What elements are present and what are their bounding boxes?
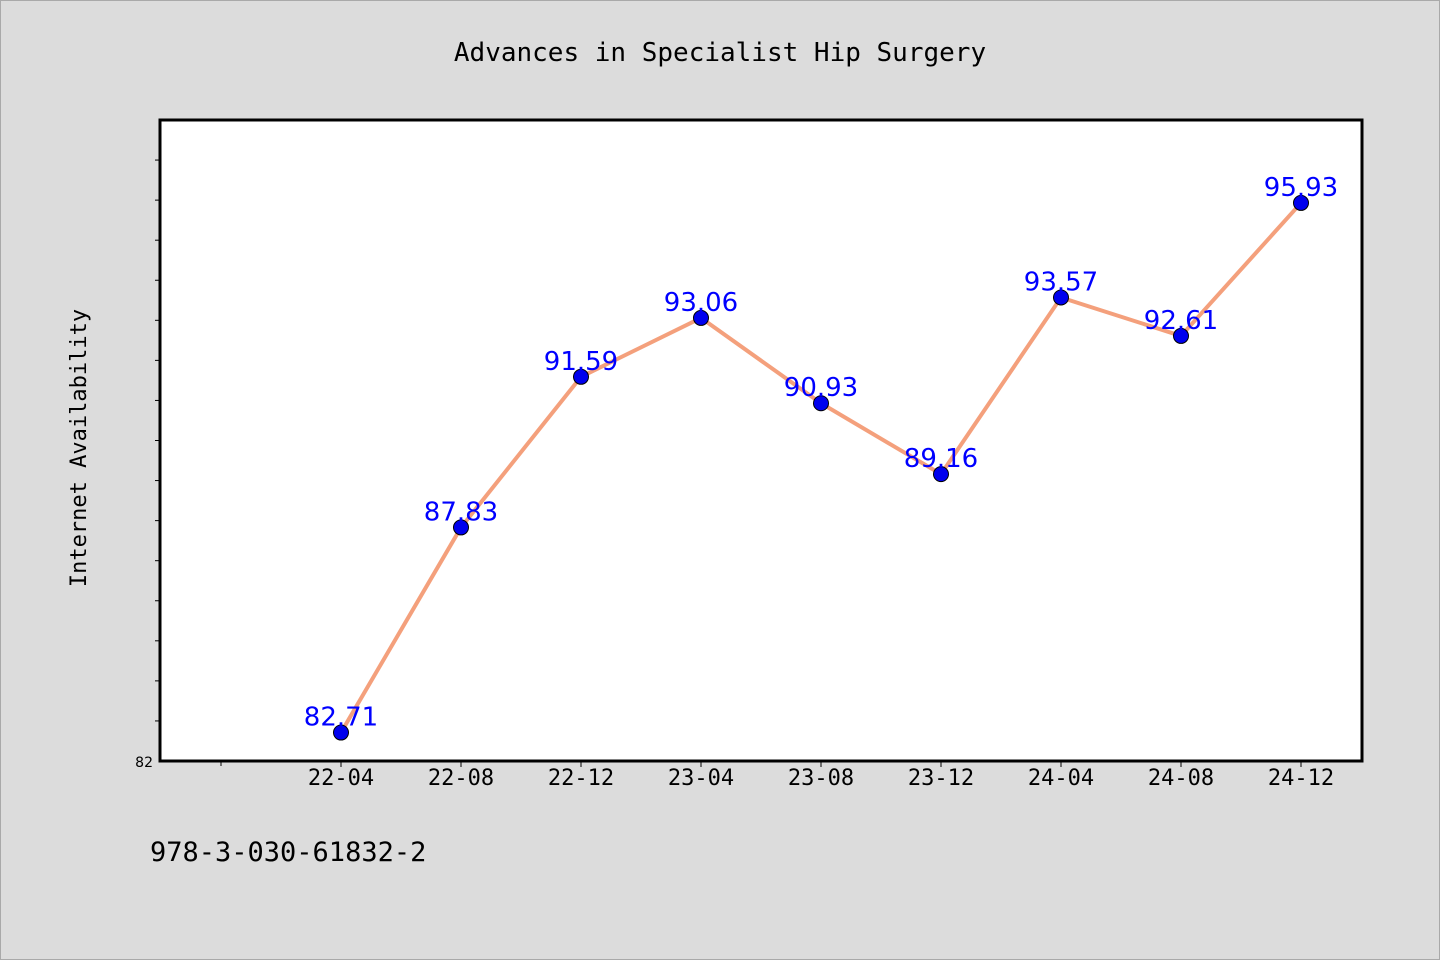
data-label: 93.57: [1024, 267, 1098, 297]
data-label: 91.59: [544, 347, 618, 377]
chart-title: Advances in Specialist Hip Surgery: [454, 38, 986, 68]
data-point: [693, 309, 709, 326]
data-label: 93.06: [664, 288, 738, 318]
x-tick-label: 22-12: [548, 766, 614, 791]
data-point: [573, 368, 589, 385]
data-label: 87.83: [424, 497, 498, 527]
x-tick-label: 23-04: [668, 766, 734, 791]
data-label: 89.16: [904, 444, 978, 474]
data-point: [933, 466, 949, 483]
x-tick-label: 24-04: [1028, 766, 1094, 791]
x-tick-label: 24-08: [1148, 766, 1214, 791]
data-point: [333, 724, 349, 741]
x-tick-label: 23-08: [788, 766, 854, 791]
isbn-text: 978-3-030-61832-2: [150, 837, 427, 868]
x-tick-label: 22-04: [308, 766, 374, 791]
series: 82.71 87.83 91.59 93.06 90.93 89.16 93.57 92.61…: [304, 173, 1338, 741]
x-tick-label: 24-12: [1268, 766, 1334, 791]
data-point: [813, 395, 829, 412]
data-point: [1173, 327, 1189, 344]
data-label: 90.93: [784, 373, 858, 403]
x-axis-ticks: [220, 761, 1302, 767]
y-tick-label: 82: [135, 755, 153, 771]
data-point: [1293, 194, 1309, 211]
x-tick-label: 23-12: [908, 766, 974, 791]
data-point: [453, 519, 469, 536]
data-label: 95.93: [1264, 173, 1338, 203]
y-axis-ticks: [155, 159, 160, 722]
x-tick-label: 22-08: [428, 766, 494, 791]
data-label: 92.61: [1144, 306, 1218, 336]
x-tick-labels: 22-04 22-08 22-12 23-04 23-08 23-12 24-04 24-08…: [308, 766, 1334, 791]
plot-area: [158, 118, 1364, 763]
data-label: 82.71: [304, 703, 378, 733]
data-point: [1053, 289, 1069, 306]
y-axis-label: Internet Availability: [67, 309, 92, 587]
